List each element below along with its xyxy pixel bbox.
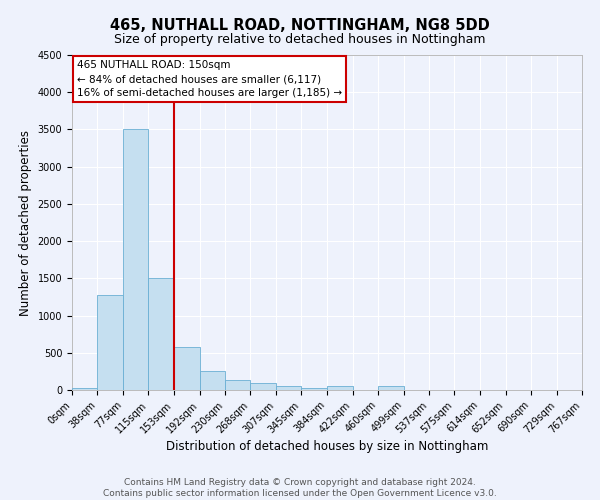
Bar [200,372,225,390]
Y-axis label: Number of detached properties: Number of detached properties [19,130,32,316]
Bar [301,388,328,390]
Bar [123,130,148,390]
Text: 465 NUTHALL ROAD: 150sqm
← 84% of detached houses are smaller (6,117)
16% of sem: 465 NUTHALL ROAD: 150sqm ← 84% of detach… [77,60,342,98]
Bar [174,347,200,390]
Text: Contains HM Land Registry data © Crown copyright and database right 2024.
Contai: Contains HM Land Registry data © Crown c… [103,478,497,498]
Bar [378,386,404,390]
Bar [97,296,123,390]
Bar [328,386,353,390]
Text: 465, NUTHALL ROAD, NOTTINGHAM, NG8 5DD: 465, NUTHALL ROAD, NOTTINGHAM, NG8 5DD [110,18,490,32]
Bar [276,386,301,390]
Bar [72,388,97,390]
Bar [225,380,250,390]
X-axis label: Distribution of detached houses by size in Nottingham: Distribution of detached houses by size … [166,440,488,454]
Bar [250,384,276,390]
Bar [148,278,174,390]
Text: Size of property relative to detached houses in Nottingham: Size of property relative to detached ho… [114,32,486,46]
